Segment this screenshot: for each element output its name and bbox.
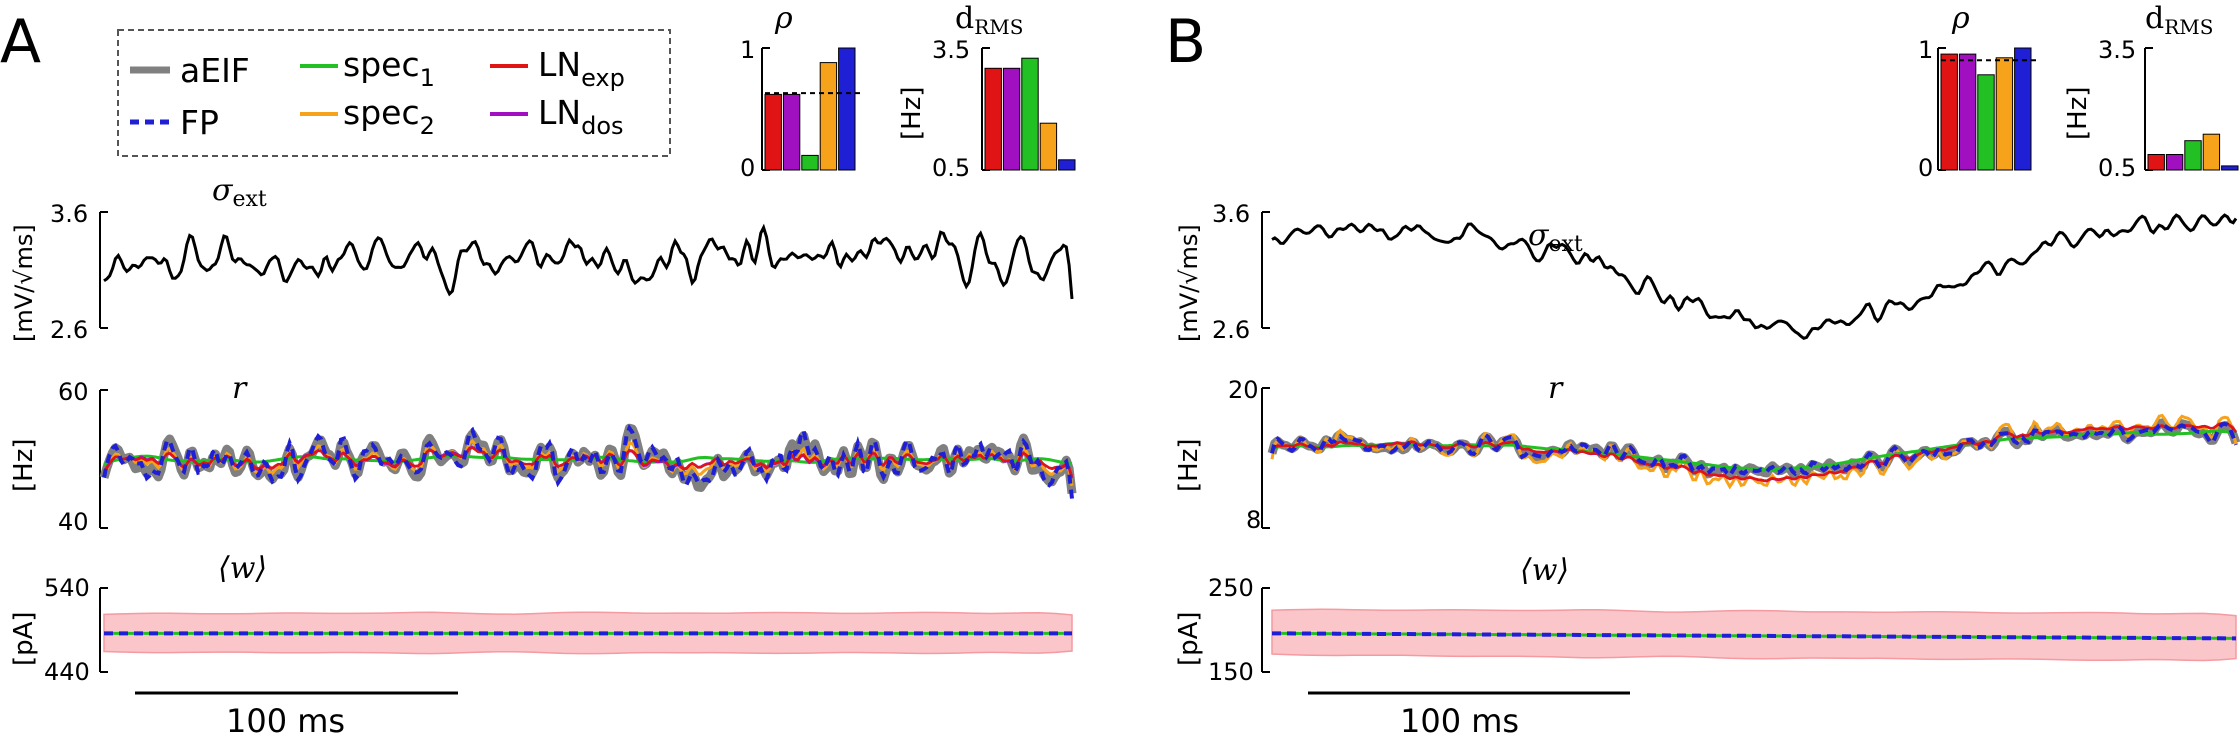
panel-b-drms-title: dRMS — [2145, 1, 2213, 39]
panel-a-w-ylabel: [pA] — [9, 611, 39, 666]
panel-a-letter: A — [0, 7, 41, 77]
panel-a-rho-ytick-bottom: 0 — [740, 154, 755, 182]
legend-label-fp: FP — [180, 103, 219, 142]
panel-b-sigma-ytick-top: 3.6 — [1212, 200, 1250, 228]
panel-b-w-ytick-bottom: 150 — [1208, 658, 1254, 686]
panel-a-sigma-line — [103, 223, 1074, 300]
panel-b-drms-ytick-top: 3.5 — [2098, 36, 2136, 64]
panel-a-sigma-ylabel: [mV/√ms] — [10, 224, 38, 342]
panel-a-rho-bar-spec-2 — [819, 62, 838, 171]
panel-a-drms-bar-ln-dos — [1002, 67, 1021, 171]
panel-b-rho-bar-spec-1 — [1977, 74, 1995, 171]
panel-a-drms-bar-ln-exp — [984, 67, 1002, 171]
panel-b-r-ytick-bottom: 8 — [1246, 506, 1261, 534]
panel-a-rate-fp-line — [102, 424, 1074, 499]
panel-a-drms-bar-spec-1 — [1021, 57, 1039, 171]
panel-b-drms-chart — [2144, 47, 2239, 171]
panel-a-r-ytick-bottom: 40 — [58, 508, 89, 536]
panel-b-drms-bar-spec-2 — [2202, 133, 2221, 171]
panel-b-drms-bar-fp — [2221, 165, 2239, 171]
panel-a-r-ytick-top: 60 — [58, 378, 89, 406]
panel-a-drms-ytick-bottom: 0.5 — [932, 154, 970, 182]
panel-a-drms-chart — [981, 47, 1076, 171]
panel-b-rho-bar-ln-dos — [1958, 53, 1977, 171]
panel-b-sigma-ylabel: [mV/√ms] — [1175, 224, 1203, 342]
panel-a-sigma-label: σext — [212, 173, 267, 212]
panel-b-r-label: r — [1548, 371, 1564, 406]
panel-a-adaptation-trace — [99, 587, 1073, 673]
legend-label-spec1: spec1 — [343, 45, 435, 92]
panel-a-sigma-trace — [99, 211, 1074, 329]
panel-b-scalebar-label: 100 ms — [1400, 702, 1519, 737]
panel-b-sigma-line — [1271, 213, 2238, 340]
legend: aEIF spec1 LNexp FP spec2 LNdos — [117, 29, 671, 157]
panel-a-rho-bar-ln-exp — [764, 93, 782, 171]
panel-b-adaptation-trace — [1261, 587, 2237, 673]
panel-a-drms-bar-spec-2 — [1039, 122, 1058, 171]
panel-a-rate-trace — [99, 389, 1077, 529]
panel-b-w-ytick-top: 250 — [1208, 574, 1254, 602]
panel-a-drms-title: dRMS — [955, 1, 1023, 39]
panel-b-rho-bar-ln-exp — [1940, 53, 1958, 171]
panel-a-drms-ylabel: [Hz] — [897, 87, 927, 141]
panel-b-rho-bar-fp — [2014, 47, 2032, 171]
legend-box — [117, 29, 671, 157]
panel-b-r-ylabel: [Hz] — [1174, 439, 1204, 493]
panel-a-rho-bar-spec-1 — [801, 154, 819, 171]
panel-a-drms-ytick-top: 3.5 — [932, 36, 970, 64]
panel-b-sigma-trace — [1261, 211, 2238, 340]
legend-label-aeif: aEIF — [180, 51, 250, 90]
panel-b-rate-trace — [1261, 387, 2240, 529]
panel-b-rho-bar-spec-2 — [1995, 57, 2014, 171]
panel-a-r-ylabel: [Hz] — [9, 439, 39, 493]
panel-a-rho-chart — [761, 47, 864, 171]
panel-a-rho-bar-fp — [838, 47, 856, 171]
panel-b-r-ytick-top: 20 — [1228, 376, 1259, 404]
panel-b-drms-ytick-bottom: 0.5 — [2098, 154, 2136, 182]
panel-a-sigma-ytick-top: 3.6 — [50, 200, 88, 228]
panel-a-w-ytick-top: 540 — [44, 574, 90, 602]
legend-label-lndos: LNdos — [538, 93, 624, 140]
legend-label-spec2: spec2 — [343, 93, 435, 140]
panel-b-drms-bar-spec-1 — [2184, 140, 2202, 171]
panel-b-rate-fp-line — [1270, 421, 2238, 479]
panel-a-rho-ytick-top: 1 — [740, 36, 755, 64]
panel-a-scalebar-label: 100 ms — [226, 702, 345, 737]
panel-b-drms-bar-ln-dos — [2165, 154, 2184, 171]
panel-b-w-label: ⟨w⟩ — [1520, 553, 1569, 588]
panel-a-rho-bar-ln-dos — [782, 93, 801, 171]
panel-b-sigma-ytick-bottom: 2.6 — [1212, 316, 1250, 344]
panel-b-letter: B — [1165, 7, 1206, 77]
panel-a-r-label: r — [232, 371, 248, 406]
panel-b-rho-chart — [1937, 47, 2040, 171]
panel-b-rho-ytick-bottom: 0 — [1918, 154, 1933, 182]
legend-label-lnexp: LNexp — [538, 45, 625, 92]
panel-b-rho-ytick-top: 1 — [1918, 36, 1933, 64]
panel-b-w-ylabel: [pA] — [1174, 611, 1204, 666]
panel-a-w-label: ⟨w⟩ — [218, 551, 267, 586]
panel-a-rho-title: ρ — [774, 1, 793, 36]
panel-b-sigma-label: σext — [1528, 218, 1583, 257]
panel-b-drms-bar-ln-exp — [2147, 154, 2165, 171]
panel-b-drms-ylabel: [Hz] — [2063, 87, 2093, 141]
panel-b-w-fp-line — [1272, 631, 2237, 641]
panel-a-drms-bar-fp — [1058, 159, 1076, 171]
panel-a-sigma-ytick-bottom: 2.6 — [50, 316, 88, 344]
panel-a-w-ytick-bottom: 440 — [44, 658, 90, 686]
panel-b-rate-lnexp-line — [1270, 422, 2237, 482]
panel-b-rho-title: ρ — [1951, 1, 1970, 36]
